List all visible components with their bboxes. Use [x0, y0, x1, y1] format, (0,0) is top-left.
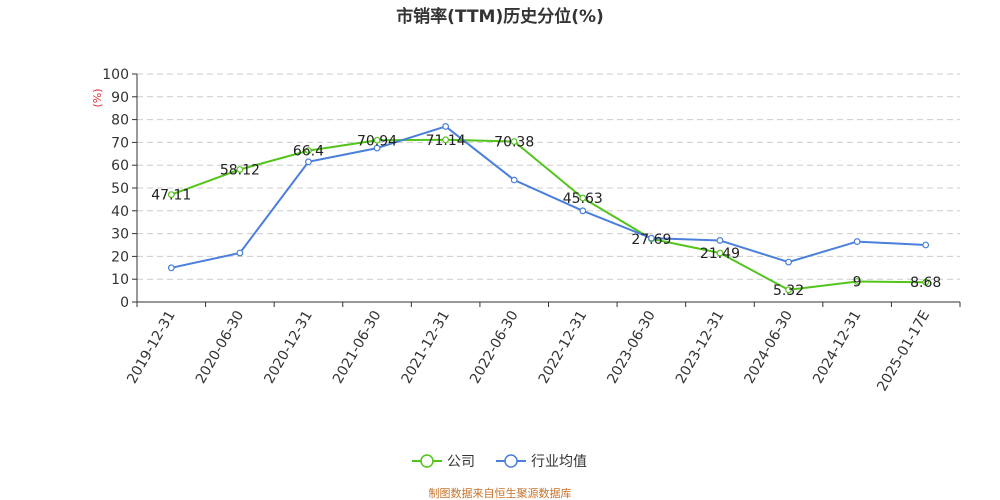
data-point — [853, 238, 861, 245]
y-tick-label: 10 — [111, 272, 129, 288]
data-point — [922, 241, 930, 249]
legend-marker — [504, 454, 518, 468]
data-label: 70.38 — [494, 135, 534, 151]
y-tick-label: 0 — [120, 295, 129, 311]
source-footer: 制图数据来自恒生聚源数据库 — [429, 486, 572, 500]
x-tick-label: 2021-12-31 — [399, 308, 454, 386]
data-label: 58.12 — [220, 162, 260, 178]
data-label: 70.94 — [357, 133, 397, 149]
data-point — [442, 123, 450, 130]
x-tick-label: 2025-01-17E — [874, 308, 933, 394]
data-label: 45.63 — [563, 191, 603, 207]
y-tick-label: 80 — [111, 113, 129, 129]
data-point — [305, 158, 312, 166]
x-tick-label: 2020-06-30 — [193, 308, 248, 386]
grid — [137, 73, 960, 280]
data-point — [373, 144, 381, 152]
y-tick-label: 40 — [111, 204, 129, 220]
x-tick-label: 2019-12-31 — [124, 308, 179, 386]
data-point — [647, 234, 655, 242]
y-axis-unit-label: (%) — [91, 88, 104, 107]
data-point — [510, 176, 518, 184]
y-tick-label: 90 — [111, 90, 129, 106]
y-tick-label: 30 — [111, 227, 129, 243]
data-labels: 47.11 58.12 66.4 70.94 71.14 70.38 45.63 27.69 2… — [151, 133, 941, 299]
data-label: 8.68 — [910, 275, 941, 291]
y-tick-label: 60 — [111, 158, 129, 174]
data-point — [167, 264, 175, 272]
data-point — [167, 191, 175, 198]
data-point — [236, 166, 244, 173]
data-point — [716, 237, 724, 244]
data-point — [579, 194, 587, 202]
data-point — [853, 278, 861, 285]
series-line — [171, 125, 926, 269]
data-point — [305, 147, 312, 155]
y-tick-label: 20 — [111, 249, 129, 265]
data-label: 47.11 — [151, 188, 191, 204]
data-point — [716, 249, 724, 257]
x-tick-label: 2022-12-31 — [536, 308, 591, 386]
data-label: 21.49 — [700, 246, 740, 262]
legend-marker — [420, 454, 434, 468]
x-tick-label: 2024-12-31 — [810, 308, 865, 386]
x-tick-label: 2024-06-30 — [741, 308, 796, 386]
legend: 公司 行业均值 — [412, 454, 587, 470]
data-label: 5.32 — [773, 283, 804, 299]
legend-item[interactable]: 行业均值 — [496, 454, 587, 470]
legend-label: 公司 — [447, 454, 475, 470]
data-point — [510, 138, 518, 145]
data-point — [442, 136, 450, 144]
y-tick-label: 100 — [102, 67, 129, 83]
data-point — [922, 278, 930, 286]
x-tick-label: 2020-12-31 — [261, 308, 316, 386]
legend-label: 行业均值 — [531, 454, 587, 470]
x-tick-label: 2023-06-30 — [604, 308, 659, 386]
legend-item[interactable]: 公司 — [412, 454, 475, 470]
data-label: 9 — [853, 274, 862, 290]
series — [167, 123, 930, 294]
data-point — [785, 286, 792, 294]
chart-title: 市销率(TTM)历史分位(%) — [396, 6, 604, 27]
data-point — [579, 207, 587, 215]
x-tick-label: 2023-12-31 — [673, 308, 728, 386]
data-point — [236, 249, 244, 257]
data-point — [373, 136, 381, 144]
x-tick-label: 2022-06-30 — [467, 308, 522, 386]
data-label: 66.4 — [293, 144, 324, 160]
data-label: 27.69 — [631, 232, 671, 248]
y-tick-label: 70 — [111, 135, 129, 151]
data-label: 71.14 — [426, 133, 466, 149]
y-tick-label: 50 — [111, 181, 129, 197]
axes: 0 10 20 30 40 50 60 70 80 90 100 2019-12-31 2020-06-… — [102, 67, 961, 394]
series-line — [170, 138, 926, 291]
data-point — [785, 258, 792, 266]
x-tick-label: 2021-06-30 — [330, 308, 385, 386]
